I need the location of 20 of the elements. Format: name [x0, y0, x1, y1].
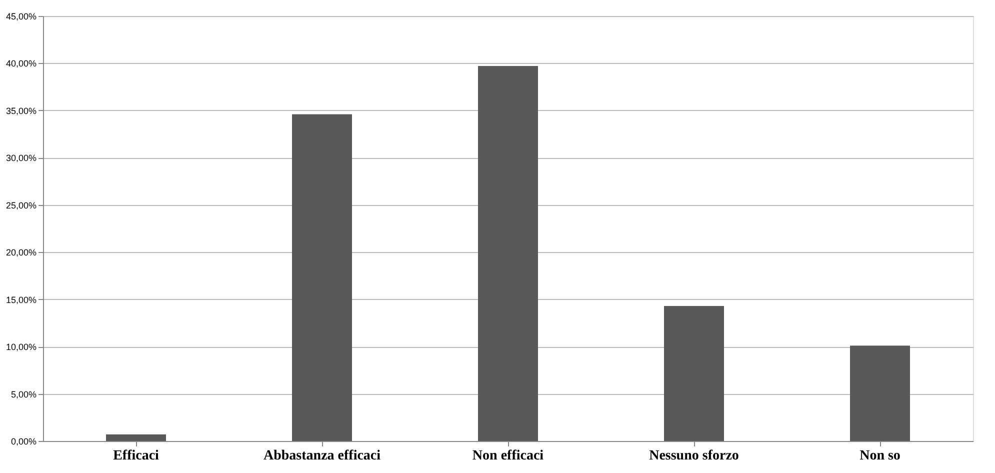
x-tick-label: Efficaci: [113, 448, 160, 464]
y-tick-label: 5,00%: [10, 389, 36, 400]
bar: [664, 306, 724, 441]
y-tick-label: 45,00%: [6, 12, 36, 22]
y-tick-label: 10,00%: [6, 342, 36, 352]
y-tick-label: 15,00%: [6, 294, 36, 305]
x-tick-label: Abbastanza efficaci: [263, 448, 381, 464]
bar: [850, 346, 910, 441]
y-tick-label: 30,00%: [6, 153, 36, 164]
bar: [106, 434, 166, 441]
y-tick-label: 20,00%: [6, 248, 36, 258]
bar: [292, 114, 352, 441]
x-tick-label: Nessuno sforzo: [649, 448, 739, 464]
bar: [478, 66, 538, 441]
y-tick-label: 40,00%: [6, 58, 36, 69]
y-tick-label: 25,00%: [6, 200, 36, 210]
x-tick-label: Non so: [860, 448, 900, 464]
x-tick-label: Non efficaci: [472, 448, 544, 464]
y-tick-label: 0,00%: [10, 436, 36, 446]
y-tick-label: 35,00%: [6, 106, 36, 116]
